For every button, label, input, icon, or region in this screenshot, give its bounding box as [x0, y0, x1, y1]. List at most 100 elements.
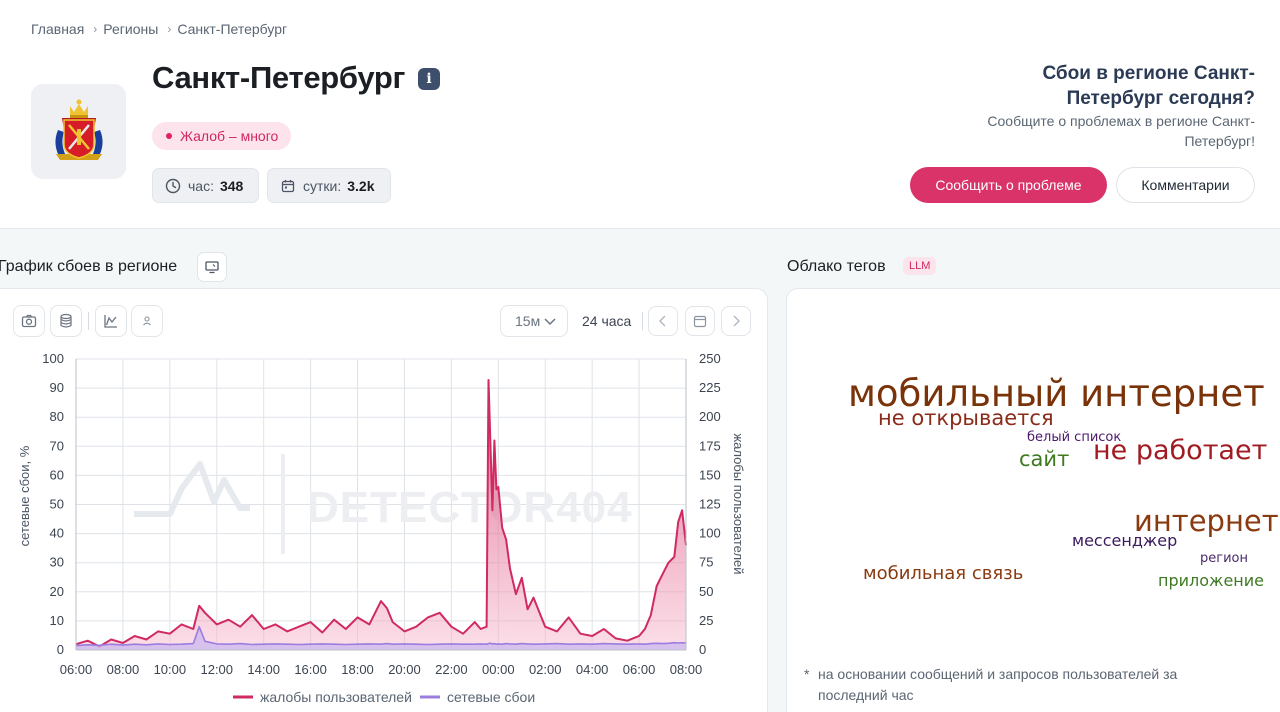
tag-cloud-word[interactable]: интернет	[1134, 504, 1279, 538]
interval-value: 15м	[515, 313, 541, 329]
region-header: Главная › Регионы › Санкт-Петербург Санк…	[0, 0, 1280, 229]
legend-label: жалобы пользователей	[260, 689, 412, 705]
status-label: Жалоб – много	[180, 128, 279, 144]
report-problem-button[interactable]: Сообщить о проблеме	[910, 167, 1107, 203]
cloud-footnote: * на основании сообщений и запросов поль…	[804, 664, 1224, 706]
x-tick-label: 12:00	[200, 662, 233, 677]
y-left-tick-label: 20	[50, 584, 64, 599]
chart-section-title: График сбоев в регионе	[0, 258, 178, 275]
x-tick-label: 00:00	[482, 662, 515, 677]
breadcrumb-home[interactable]: Главная	[31, 21, 85, 37]
outages-line	[75, 625, 687, 647]
tag-cloud-word[interactable]: белый список	[1027, 430, 1122, 445]
cloud-section-title: Облако тегов	[787, 258, 886, 275]
coat-of-arms-icon	[54, 99, 103, 160]
date-picker-button[interactable]	[685, 306, 715, 336]
report-subtitle: Сообщите о проблемах в регионе Санкт-Пет…	[987, 113, 1255, 149]
y-right-tick-label: 175	[699, 438, 721, 453]
chevron-right-icon: ›	[93, 22, 98, 36]
stat-day: сутки: 3.2k	[267, 168, 391, 203]
calendar-icon	[280, 178, 296, 194]
tag-cloud-word[interactable]: мобильная связь	[863, 563, 1024, 584]
toolbar-divider	[642, 312, 643, 330]
tag-cloud-word[interactable]: не открывается	[878, 406, 1054, 430]
status-dot-icon	[166, 133, 172, 139]
y-left-tick-label: 100	[42, 351, 64, 366]
y-right-tick-label: 100	[699, 526, 721, 541]
y-right-tick-label: 150	[699, 467, 721, 482]
breadcrumb-regions[interactable]: Регионы	[103, 21, 159, 37]
clock-icon	[165, 178, 181, 194]
y-left-tick-label: 70	[50, 438, 64, 453]
area-chart-icon	[104, 315, 117, 328]
y-axis-right-label: жалобы пользователей	[731, 433, 746, 574]
stat-hour: час: 348	[152, 168, 259, 203]
range-label[interactable]: 24 часа	[582, 313, 632, 329]
legend-label: сетевые сбои	[447, 689, 535, 705]
user-filter-button[interactable]	[131, 305, 163, 337]
breadcrumb: Главная › Регионы › Санкт-Петербург	[31, 21, 287, 37]
monitor-button[interactable]	[197, 252, 227, 282]
y-left-tick-label: 40	[50, 526, 64, 541]
breadcrumb-current: Санкт-Петербург	[177, 21, 288, 37]
y-left-tick-label: 0	[57, 642, 64, 657]
tag-cloud-word[interactable]: не работает	[1093, 435, 1268, 466]
y-left-tick-label: 80	[50, 409, 64, 424]
outages-area	[76, 626, 686, 650]
x-tick-label: 04:00	[576, 662, 609, 677]
x-tick-label: 06:00	[623, 662, 656, 677]
y-left-tick-label: 30	[50, 555, 64, 570]
chevron-left-icon	[659, 315, 666, 327]
x-tick-label: 02:00	[529, 662, 562, 677]
x-tick-label: 08:00	[670, 662, 703, 677]
footnote-text: на основании сообщений и запросов пользо…	[818, 666, 1178, 703]
chart-axes: 0 0 10 25 20 50 30 75 40 100 50 125 60 150 70 175 80 200 9…	[42, 351, 720, 677]
chart-type-button[interactable]	[95, 305, 127, 337]
screenshot-button[interactable]	[13, 305, 45, 337]
data-export-button[interactable]	[50, 305, 82, 337]
y-right-tick-label: 50	[699, 584, 713, 599]
toolbar-divider	[88, 312, 89, 330]
x-tick-label: 16:00	[294, 662, 327, 677]
x-tick-label: 10:00	[154, 662, 187, 677]
chart-legend: жалобы пользователей сетевые сбои	[233, 689, 535, 705]
camera-icon	[21, 314, 37, 328]
next-period-button[interactable]	[721, 306, 751, 336]
y-right-tick-label: 125	[699, 497, 721, 512]
chevron-right-icon: ›	[167, 22, 172, 36]
llm-badge: LLM	[903, 257, 937, 275]
database-icon	[60, 313, 72, 328]
chevron-right-icon	[733, 315, 740, 327]
tag-cloud-word[interactable]: сайт	[1019, 447, 1070, 471]
previous-period-button[interactable]	[648, 306, 678, 336]
y-right-tick-label: 75	[699, 555, 713, 570]
interval-select[interactable]: 15м	[500, 305, 568, 337]
comments-button[interactable]: Комментарии	[1116, 167, 1255, 203]
stat-day-label: сутки:	[303, 177, 342, 194]
chevron-down-icon	[544, 318, 556, 326]
info-icon[interactable]: i	[418, 68, 440, 90]
x-tick-label: 20:00	[388, 662, 421, 677]
x-tick-label: 18:00	[341, 662, 374, 677]
watermark-text: DETECTOR404	[307, 483, 633, 532]
monitor-icon	[205, 261, 219, 274]
x-tick-label: 14:00	[247, 662, 280, 677]
y-right-tick-label: 225	[699, 380, 721, 395]
y-left-tick-label: 90	[50, 380, 64, 395]
tag-cloud-word[interactable]: регион	[1200, 551, 1248, 566]
y-axis-left-label: сетевые сбои, %	[17, 445, 32, 546]
y-left-tick-label: 50	[50, 497, 64, 512]
chart-series	[75, 379, 687, 650]
stat-day-value: 3.2k	[347, 177, 375, 194]
y-right-tick-label: 200	[699, 409, 721, 424]
tag-cloud-word[interactable]: приложение	[1158, 571, 1264, 590]
report-heading: Сбои в регионе Санкт-Петербург сегодня?	[1042, 63, 1255, 109]
page-title: Санкт-Петербург	[152, 60, 406, 95]
tag-cloud-word[interactable]: мобильный интернет	[848, 372, 1265, 415]
complaints-line	[75, 379, 687, 648]
status-badge: Жалоб – много	[152, 122, 292, 150]
tag-cloud-word[interactable]: мессенджер	[1072, 531, 1178, 550]
chart-watermark: DETECTOR404	[134, 454, 633, 554]
calendar-icon	[693, 315, 707, 328]
x-tick-label: 08:00	[107, 662, 140, 677]
